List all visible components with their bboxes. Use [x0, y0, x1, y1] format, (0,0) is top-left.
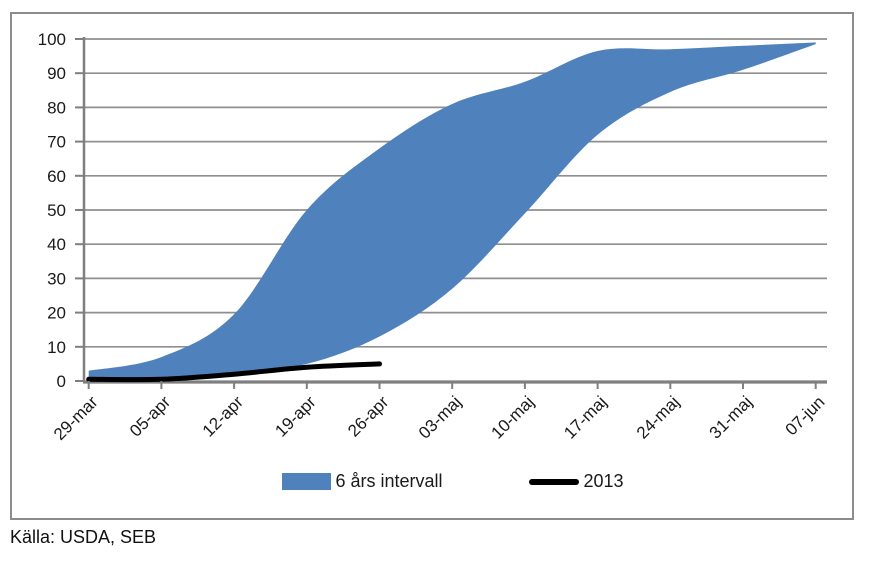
x-axis-tick-label: 03-maj: [415, 392, 465, 442]
y-axis-tick-label: 100: [38, 30, 66, 49]
legend-label-band: 6 års intervall: [335, 471, 443, 491]
legend-swatch-band: [282, 473, 332, 490]
x-axis-tick-label: 24-maj: [633, 392, 683, 442]
x-axis-tick-label: 17-maj: [560, 392, 610, 442]
y-axis-tick-label: 0: [57, 372, 66, 391]
legend-item-2013: 2013: [528, 471, 624, 492]
line-2013: [86, 361, 382, 383]
y-axis-tick-label: 70: [47, 133, 66, 152]
x-axis-tick-label: 31-maj: [706, 392, 756, 442]
source-note: Källa: USDA, SEB: [10, 527, 157, 547]
y-axis-tick-label: 30: [47, 269, 66, 288]
legend-inner: 6 års intervall 2013: [282, 471, 624, 492]
y-axis-tick-label: 20: [47, 304, 66, 323]
legend-label-2013: 2013: [583, 471, 624, 491]
legend: 6 års intervall 2013: [0, 471, 878, 492]
legend-swatch-2013-line: [528, 478, 579, 485]
x-axis-tick-label: 05-apr: [126, 392, 174, 440]
band-area-6yr-interval: [88, 42, 816, 380]
x-axis-tick-label: 29-mar: [50, 392, 102, 444]
y-axis-tick-label: 60: [47, 167, 66, 186]
x-axis-tick-label: 26-apr: [344, 392, 392, 440]
legend-item-band: 6 års intervall: [282, 471, 443, 492]
y-axis-tick-label: 90: [47, 64, 66, 83]
y-axis-tick-label: 40: [47, 235, 66, 254]
y-axis-tick-label: 10: [47, 338, 66, 357]
x-axis-tick-label: 10-maj: [488, 392, 538, 442]
y-axis-tick-label: 80: [47, 98, 66, 117]
y-axis-tick-label: 50: [47, 201, 66, 220]
x-axis-tick-label: 12-apr: [199, 392, 247, 440]
x-axis-tick-label: 07-jun: [782, 392, 829, 439]
x-axis-tick-label: 19-apr: [271, 392, 319, 440]
